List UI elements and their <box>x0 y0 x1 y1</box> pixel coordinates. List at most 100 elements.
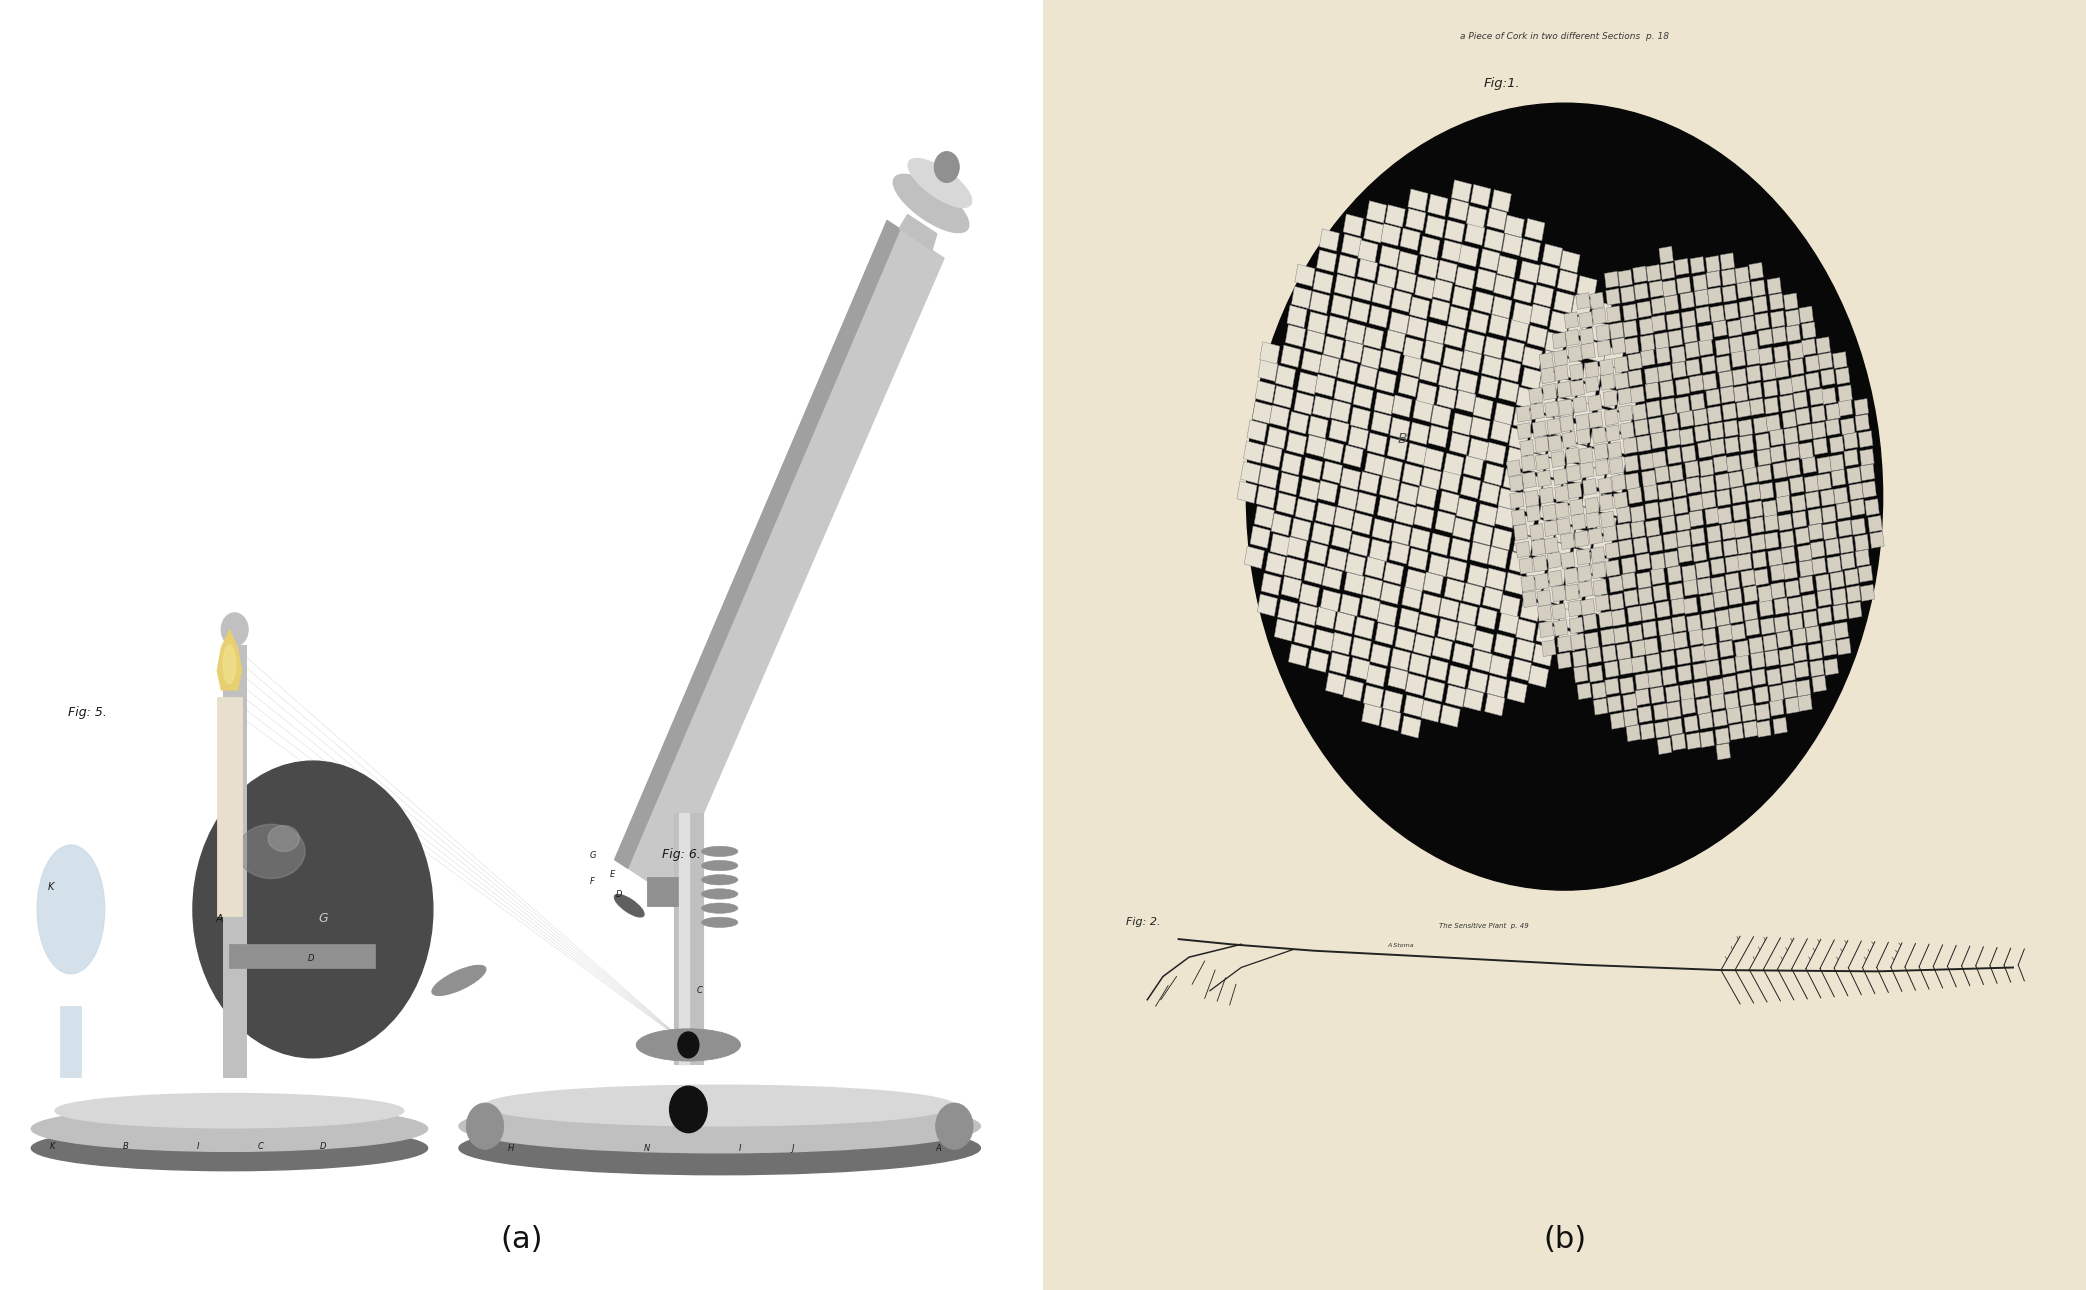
Polygon shape <box>1408 548 1429 570</box>
Polygon shape <box>1769 293 1784 310</box>
Polygon shape <box>1790 359 1804 375</box>
Ellipse shape <box>31 1107 428 1151</box>
Text: A: A <box>217 915 223 925</box>
Polygon shape <box>1771 445 1784 463</box>
Polygon shape <box>1685 461 1700 477</box>
Polygon shape <box>1548 439 1567 461</box>
Polygon shape <box>1798 560 1813 577</box>
Polygon shape <box>1836 639 1850 655</box>
Polygon shape <box>1752 670 1767 686</box>
Polygon shape <box>1798 424 1813 441</box>
Polygon shape <box>1748 262 1763 279</box>
Polygon shape <box>1429 659 1448 681</box>
Ellipse shape <box>38 845 104 974</box>
Polygon shape <box>1750 280 1765 297</box>
Polygon shape <box>1331 295 1352 317</box>
Polygon shape <box>1633 419 1648 436</box>
Polygon shape <box>1594 698 1608 715</box>
Polygon shape <box>1711 577 1725 593</box>
Polygon shape <box>1473 631 1494 653</box>
Polygon shape <box>1348 427 1368 449</box>
Polygon shape <box>1804 355 1819 372</box>
Polygon shape <box>1729 724 1744 740</box>
Polygon shape <box>1275 365 1295 387</box>
Polygon shape <box>1777 495 1790 512</box>
Polygon shape <box>1729 606 1744 623</box>
Polygon shape <box>1654 721 1669 738</box>
Polygon shape <box>1533 421 1546 437</box>
Bar <box>647 877 688 906</box>
Polygon shape <box>1539 488 1554 504</box>
Polygon shape <box>1542 383 1556 400</box>
Polygon shape <box>1531 538 1552 560</box>
Polygon shape <box>1552 468 1567 485</box>
Polygon shape <box>1569 315 1587 337</box>
Polygon shape <box>1604 471 1625 493</box>
Polygon shape <box>615 221 945 895</box>
Polygon shape <box>1748 382 1763 399</box>
Polygon shape <box>1567 442 1587 464</box>
Polygon shape <box>1558 503 1577 525</box>
Polygon shape <box>1608 575 1623 592</box>
Polygon shape <box>1504 468 1523 491</box>
Polygon shape <box>1652 584 1667 601</box>
Polygon shape <box>1646 502 1658 519</box>
Polygon shape <box>1439 366 1458 390</box>
Polygon shape <box>1600 374 1615 391</box>
Polygon shape <box>1331 528 1352 550</box>
Circle shape <box>194 761 434 1058</box>
Polygon shape <box>1756 433 1769 450</box>
Polygon shape <box>1362 577 1383 599</box>
Polygon shape <box>1781 547 1796 564</box>
Polygon shape <box>1702 373 1717 390</box>
Polygon shape <box>1631 657 1646 673</box>
Polygon shape <box>1784 427 1798 444</box>
Polygon shape <box>1627 488 1642 504</box>
Polygon shape <box>1272 386 1293 408</box>
Polygon shape <box>1256 381 1275 402</box>
Polygon shape <box>1398 484 1418 506</box>
Polygon shape <box>1665 295 1679 312</box>
Polygon shape <box>1360 347 1381 369</box>
Polygon shape <box>1406 673 1425 695</box>
Polygon shape <box>1733 521 1748 538</box>
Polygon shape <box>1715 339 1729 356</box>
Polygon shape <box>1504 573 1525 595</box>
Polygon shape <box>1610 609 1625 626</box>
Polygon shape <box>1819 352 1834 369</box>
Polygon shape <box>1433 279 1452 301</box>
Polygon shape <box>1652 315 1667 332</box>
Polygon shape <box>1373 284 1391 306</box>
Polygon shape <box>1673 632 1688 649</box>
Polygon shape <box>1740 435 1754 451</box>
Polygon shape <box>1767 277 1781 294</box>
Polygon shape <box>1788 597 1802 614</box>
Polygon shape <box>1821 489 1836 506</box>
Polygon shape <box>1585 512 1600 529</box>
Polygon shape <box>1504 215 1525 237</box>
Polygon shape <box>1562 591 1583 613</box>
Polygon shape <box>1439 704 1460 728</box>
Polygon shape <box>1792 628 1806 645</box>
Polygon shape <box>1585 467 1606 489</box>
Polygon shape <box>1679 292 1694 308</box>
Polygon shape <box>1544 537 1558 553</box>
Polygon shape <box>1640 319 1654 335</box>
Polygon shape <box>1577 682 1592 699</box>
Polygon shape <box>1556 382 1571 399</box>
Polygon shape <box>1781 412 1796 428</box>
Polygon shape <box>1825 538 1840 555</box>
Polygon shape <box>1300 583 1318 606</box>
Polygon shape <box>1683 597 1698 614</box>
Polygon shape <box>1494 633 1514 657</box>
Polygon shape <box>1796 680 1811 697</box>
Polygon shape <box>1287 537 1308 559</box>
Polygon shape <box>1771 582 1786 599</box>
Polygon shape <box>1590 555 1608 577</box>
Polygon shape <box>1592 534 1612 556</box>
Polygon shape <box>1500 595 1521 617</box>
Polygon shape <box>1448 199 1469 221</box>
Polygon shape <box>1717 356 1731 373</box>
Polygon shape <box>1302 458 1323 480</box>
Polygon shape <box>1794 392 1809 409</box>
